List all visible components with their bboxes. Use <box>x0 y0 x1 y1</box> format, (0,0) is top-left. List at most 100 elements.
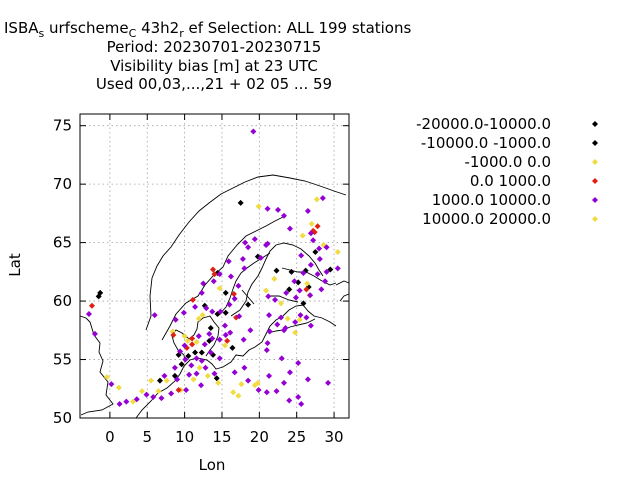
data-point-s4-52 <box>314 271 321 278</box>
data-point-s4-29 <box>226 301 233 308</box>
data-point-s4-0 <box>250 128 257 135</box>
data-point-s4-22 <box>216 271 223 278</box>
data-point-s2-27 <box>181 333 188 340</box>
grid <box>80 114 349 419</box>
data-point-s4-106 <box>263 241 270 248</box>
data-point-s4-103 <box>240 336 247 343</box>
data-point-s1-8 <box>288 268 295 275</box>
data-point-s2-11 <box>230 389 237 396</box>
data-point-s4-88 <box>161 372 168 379</box>
data-point-s3-6 <box>189 341 196 348</box>
data-point-s2-16 <box>313 196 320 203</box>
y-tick-label-2: 60 <box>53 292 72 310</box>
data-point-s4-115 <box>171 364 178 371</box>
legend-marker-1 <box>592 140 598 146</box>
data-point-s2-30 <box>199 312 206 319</box>
legend-marker-5 <box>592 216 598 222</box>
title-line-2: Period: 20230701-20230715 <box>107 38 322 56</box>
data-point-s4-34 <box>209 335 216 342</box>
data-point-s4-92 <box>198 382 205 389</box>
data-point-s2-12 <box>238 381 245 388</box>
data-point-s2-3 <box>139 388 146 395</box>
y-tick-label-3: 65 <box>53 234 72 252</box>
data-point-s4-81 <box>116 400 123 407</box>
data-point-s4-69 <box>266 372 273 379</box>
y-tick-label-5: 75 <box>53 117 72 135</box>
data-point-s4-53 <box>334 265 341 272</box>
data-point-s4-9 <box>316 245 323 252</box>
data-point-s4-110 <box>266 312 273 319</box>
y-axis: 50 55 60 65 70 75 <box>53 117 349 427</box>
data-point-s3-14 <box>189 335 196 342</box>
data-point-s4-26 <box>203 305 210 312</box>
data-point-s2-28 <box>193 339 200 345</box>
data-point-s4-79 <box>91 330 98 337</box>
data-point-s4-64 <box>263 347 270 354</box>
data-point-s1-0 <box>237 199 244 206</box>
data-point-s2-10 <box>215 379 222 386</box>
data-point-s2-4 <box>147 377 154 384</box>
data-point-s4-60 <box>297 312 304 319</box>
data-point-s4-98 <box>202 364 209 371</box>
data-point-s4-40 <box>193 355 200 362</box>
data-point-s4-48 <box>307 292 314 299</box>
data-point-s4-82 <box>123 398 130 405</box>
data-point-s4-17 <box>227 273 234 280</box>
data-point-s1-17 <box>229 344 236 351</box>
x-axis-label: Lon <box>199 456 226 474</box>
data-point-s2-31 <box>184 337 191 344</box>
data-point-s4-28 <box>217 308 224 315</box>
x-tick-label-6: 30 <box>325 428 344 446</box>
plot-border <box>79 113 350 419</box>
legend: -20000.0-10000.0-10000.0 -1000.0-1000.0 … <box>416 115 598 228</box>
data-point-s4-95 <box>180 309 187 316</box>
data-point-s2-25 <box>255 203 262 210</box>
data-point-s4-4 <box>304 208 311 215</box>
data-point-s4-93 <box>151 312 158 319</box>
data-point-s4-6 <box>286 225 293 232</box>
x-tick-label-0: 0 <box>105 428 115 446</box>
data-point-s4-108 <box>307 261 314 268</box>
data-point-s4-8 <box>310 237 317 244</box>
legend-marker-2 <box>592 159 598 165</box>
data-point-s4-27 <box>209 308 216 315</box>
data-point-s1-22 <box>286 286 293 293</box>
data-point-s4-5 <box>319 195 326 202</box>
legend-label-3: 0.0 1000.0 <box>470 172 551 190</box>
y-axis-label: Lat <box>6 253 24 277</box>
data-point-s4-57 <box>274 321 281 328</box>
data-point-s4-18 <box>225 258 232 265</box>
data-point-s4-99 <box>211 370 218 377</box>
data-point-s2-35 <box>271 275 278 282</box>
data-point-s4-91 <box>186 371 193 378</box>
data-point-s1-14 <box>192 349 199 356</box>
data-point-s3-1 <box>210 266 217 273</box>
data-point-s4-68 <box>280 379 287 386</box>
data-point-s1-13 <box>185 353 192 360</box>
data-point-s0-3 <box>327 266 334 273</box>
data-point-s4-67 <box>286 369 293 376</box>
legend-marker-0 <box>592 121 598 127</box>
data-point-s2-33 <box>278 300 285 307</box>
y-tick-label-1: 55 <box>53 351 72 369</box>
data-point-s1-2 <box>222 289 229 296</box>
data-point-s4-102 <box>245 377 252 384</box>
data-point-s4-59 <box>292 319 299 326</box>
data-point-s4-96 <box>182 356 189 363</box>
data-point-s1-15 <box>198 349 205 356</box>
data-point-s3-13 <box>175 386 182 393</box>
data-point-s4-47 <box>296 287 303 294</box>
legend-label-2: -1000.0 0.0 <box>464 153 551 171</box>
title-line-3: Visibility bias [m] at 23 UTC <box>110 57 318 75</box>
data-point-s1-20 <box>213 375 220 382</box>
data-point-s3-7 <box>224 337 231 344</box>
data-point-s4-94 <box>172 316 179 323</box>
data-point-s4-38 <box>181 342 188 349</box>
data-point-s4-49 <box>318 286 325 293</box>
data-point-s2-32 <box>263 287 270 294</box>
data-point-s1-18 <box>156 377 163 384</box>
data-point-s4-56 <box>278 314 285 321</box>
data-point-s2-1 <box>115 384 122 391</box>
